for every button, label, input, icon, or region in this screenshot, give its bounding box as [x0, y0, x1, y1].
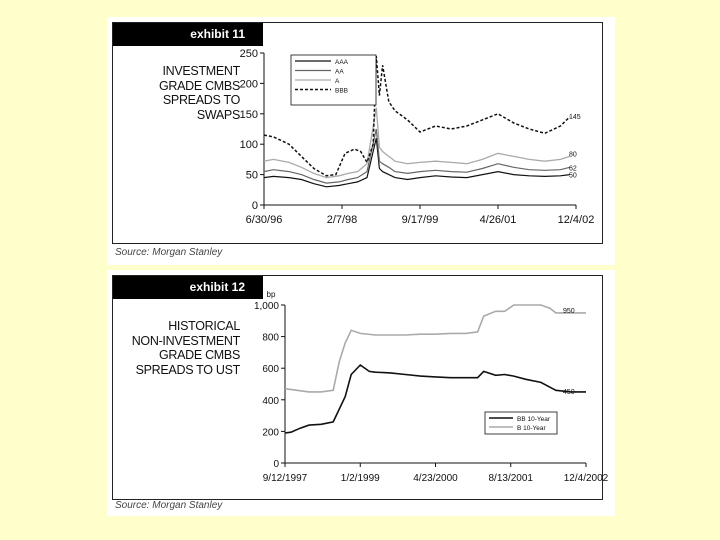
exhibit-12-title: HISTORICAL NON-INVESTMENT GRADE CMBS SPR… — [110, 319, 241, 377]
exhibit-12-title-line: SPREADS TO UST — [135, 362, 241, 377]
x-tick-label: 9/17/99 — [402, 214, 439, 226]
exhibit-11-chart: 0 50 100 150 200 250 6/30/96 2/7/98 9/17/99 4/26/… — [240, 48, 595, 226]
y-tick-label: 0 — [273, 459, 279, 470]
exhibit-11-frame: exhibit 11 INVESTMENT GRADE CMBS SPREADS… — [112, 22, 603, 244]
legend-label: BB 10-Year — [517, 416, 551, 423]
y-tick-label: 1,000 — [254, 301, 279, 312]
legend-label: A — [335, 78, 340, 85]
series-line — [263, 137, 570, 188]
legend-label: BBB — [335, 88, 348, 95]
exhibit-12-chart: 0 200 400 600 800 1,000 bp 9/12/1997 1/2/1999 4/2… — [254, 290, 609, 484]
y-tick-label: 200 — [240, 78, 258, 90]
exhibit-11-source: Source: Morgan Stanley — [115, 247, 223, 258]
x-tick-label: 2/7/98 — [327, 214, 358, 226]
exhibit-11-panel: exhibit 11 INVESTMENT GRADE CMBS SPREADS… — [107, 17, 615, 265]
x-tick-label: 8/13/2001 — [489, 473, 534, 484]
exhibit-11-title: INVESTMENT GRADE CMBS SPREADS TO SWAPS — [110, 64, 240, 122]
y-unit-label: bp — [267, 290, 276, 299]
y-tick-label: 200 — [262, 427, 279, 438]
exhibit-12-panel: exhibit 12 HISTORICAL NON-INVESTMENT GRA… — [107, 270, 615, 516]
y-tick-label: 100 — [240, 139, 258, 151]
x-tick-label: 9/12/1997 — [263, 473, 308, 484]
x-tick-label: 6/30/96 — [246, 214, 283, 226]
x-tick-label: 4/26/01 — [480, 214, 517, 226]
series-line — [284, 304, 586, 393]
exhibit-12-title-line: NON-INVESTMENT — [131, 333, 241, 348]
exhibit-12-title-line: GRADE CMBS — [158, 348, 240, 362]
series-end-label: 62 — [569, 165, 577, 172]
y-tick-label: 800 — [262, 333, 279, 344]
series-end-label: 950 — [563, 308, 575, 315]
series-end-label: 80 — [569, 151, 577, 158]
exhibit-12-title-line: HISTORICAL — [168, 319, 240, 333]
exhibit-12-source: Source: Morgan Stanley — [115, 500, 223, 511]
y-tick-label: 50 — [246, 170, 258, 182]
exhibit-12-frame: exhibit 12 HISTORICAL NON-INVESTMENT GRA… — [110, 275, 609, 500]
series-line — [284, 363, 586, 434]
legend-label: AAA — [335, 59, 349, 66]
series-end-label: 50 — [569, 173, 577, 180]
series-line — [263, 107, 570, 179]
y-tick-label: 150 — [240, 109, 258, 121]
x-tick-label: 12/4/2002 — [564, 473, 609, 484]
series-line — [263, 128, 570, 184]
y-tick-label: 400 — [262, 396, 279, 407]
series-end-label: 145 — [569, 114, 581, 121]
exhibit-11-title-line: GRADE CMBS — [158, 78, 240, 93]
x-tick-label: 1/2/1999 — [341, 473, 380, 484]
exhibit-12-badge: exhibit 12 — [113, 276, 263, 299]
series-line — [263, 55, 571, 177]
exhibit-11-title-line: SPREADS TO — [162, 93, 240, 107]
y-tick-label: 0 — [252, 200, 258, 212]
series-end-label: 450 — [563, 389, 575, 396]
exhibit-11-badge: exhibit 11 — [113, 23, 263, 46]
y-tick-label: 600 — [262, 364, 279, 375]
exhibit-11-title-line: INVESTMENT — [162, 64, 240, 78]
x-tick-label: 4/23/2000 — [413, 473, 458, 484]
x-tick-label: 12/4/02 — [558, 214, 595, 226]
exhibit-11-title-line: SWAPS — [196, 107, 240, 122]
legend-label: B 10-Year — [517, 425, 547, 432]
y-tick-label: 250 — [240, 48, 258, 60]
legend-label: AA — [335, 69, 344, 76]
